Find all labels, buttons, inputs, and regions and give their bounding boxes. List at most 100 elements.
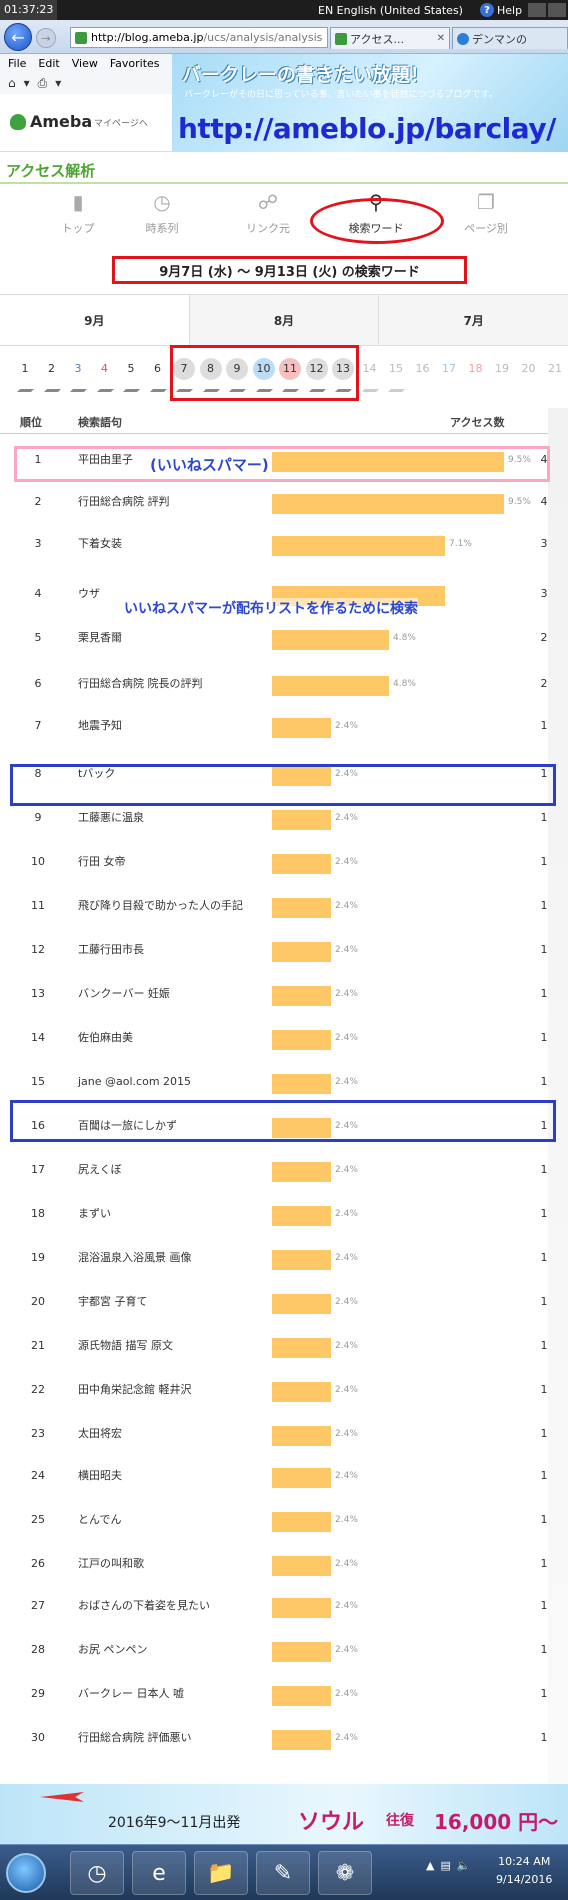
- day-10[interactable]: 10: [252, 358, 275, 380]
- table-row[interactable]: 19 混浴温泉入浴風景 画像 2.4% 1: [0, 1244, 568, 1284]
- window-controls[interactable]: [528, 3, 566, 17]
- keyword-cell[interactable]: 飛び降り目殺で助かった人の手記: [78, 899, 243, 912]
- keyword-cell[interactable]: 平田由里子: [78, 453, 133, 466]
- table-row[interactable]: 6 行田総合病院 院長の評判 4.8% 2: [0, 670, 568, 710]
- edit-pencil-icon[interactable]: [149, 386, 170, 392]
- nav-pages[interactable]: ❐ ページ別: [446, 190, 526, 236]
- home-icon[interactable]: ⌂: [8, 76, 16, 90]
- keyword-cell[interactable]: ウザ: [78, 587, 100, 600]
- browser-tab-denman[interactable]: デンマンの: [452, 27, 568, 49]
- edit-pencil-icon[interactable]: [388, 386, 408, 392]
- edit-pencil-icon[interactable]: [123, 386, 143, 392]
- table-row[interactable]: 15 jane @aol.com 2015 2.4% 1: [0, 1068, 568, 1108]
- table-row[interactable]: 3 下着女装 7.1% 3: [0, 530, 568, 570]
- day-3[interactable]: 3: [74, 362, 82, 375]
- keyword-cell[interactable]: 栗見香爾: [78, 631, 122, 644]
- day-11[interactable]: 11: [279, 358, 301, 380]
- table-row[interactable]: 13 バンクーバー 妊娠 2.4% 1: [0, 980, 568, 1020]
- keyword-cell[interactable]: 尻えくぼ: [78, 1163, 122, 1176]
- menu-edit[interactable]: Edit: [38, 56, 60, 70]
- table-row[interactable]: 24 横田昭夫 2.4% 1: [0, 1462, 568, 1502]
- dropdown-icon[interactable]: ▾: [55, 76, 62, 90]
- table-row[interactable]: 5 栗見香爾 4.8% 2: [0, 624, 568, 664]
- table-row[interactable]: 14 佐伯麻由美 2.4% 1: [0, 1024, 568, 1064]
- edit-pencil-icon[interactable]: [43, 386, 64, 392]
- table-row[interactable]: 27 おばさんの下着姿を見たい 2.4% 1: [0, 1592, 568, 1632]
- table-row[interactable]: 17 尻えくぼ 2.4% 1: [0, 1156, 568, 1196]
- table-row[interactable]: 7 地震予知 2.4% 1: [0, 712, 568, 752]
- keyword-cell[interactable]: 江戸の叫和歌: [78, 1557, 144, 1570]
- edit-pencil-icon[interactable]: [17, 386, 37, 392]
- keyword-cell[interactable]: 工藤悪に温泉: [78, 811, 144, 824]
- system-tray[interactable]: ▲ ▤ 🔈: [426, 1859, 471, 1872]
- file-explorer-icon[interactable]: 📁: [194, 1851, 248, 1895]
- day-4[interactable]: 4: [101, 362, 108, 375]
- day-1[interactable]: 1: [21, 362, 29, 375]
- scrollbar-track[interactable]: [548, 408, 568, 1808]
- day-2[interactable]: 2: [48, 362, 55, 375]
- menu-file[interactable]: File: [8, 56, 27, 70]
- ameba-logo[interactable]: Ameba: [10, 112, 92, 131]
- day-8[interactable]: 8: [199, 358, 222, 380]
- keyword-cell[interactable]: バンクーバー 妊娠: [78, 987, 170, 1000]
- keyword-cell[interactable]: 地震予知: [78, 719, 122, 732]
- table-row[interactable]: 20 宇都宮 子育て 2.4% 1: [0, 1288, 568, 1328]
- table-row[interactable]: 25 とんでん 2.4% 1: [0, 1506, 568, 1546]
- language-indicator[interactable]: EN English (United States): [318, 3, 463, 17]
- day-5[interactable]: 5: [127, 362, 135, 375]
- keyword-cell[interactable]: おばさんの下着姿を見たい: [78, 1599, 210, 1612]
- nav-referrers[interactable]: ☍ リンク元: [228, 190, 308, 236]
- mypage-link[interactable]: マイページへ: [94, 119, 148, 129]
- keyword-cell[interactable]: tバック: [78, 767, 116, 780]
- edit-pencil-icon[interactable]: [70, 386, 90, 392]
- browser-tab-analysis[interactable]: アクセス... ✕: [330, 27, 450, 49]
- table-row[interactable]: 11 飛び降り目殺で助かった人の手記 2.4% 1: [0, 892, 568, 932]
- minimize-button[interactable]: [528, 3, 546, 17]
- edit-pencil-icon[interactable]: [361, 386, 382, 392]
- table-row[interactable]: 18 まずい 2.4% 1: [0, 1200, 568, 1240]
- day-6[interactable]: 6: [154, 362, 161, 375]
- keyword-cell[interactable]: 横田昭夫: [78, 1469, 122, 1482]
- keyword-cell[interactable]: 下着女装: [78, 537, 122, 550]
- forward-button[interactable]: →: [36, 28, 56, 48]
- help-button[interactable]: ? Help: [480, 3, 522, 17]
- table-row[interactable]: 2 行田総合病院 評判 9.5% 4: [0, 488, 568, 528]
- notepad-icon[interactable]: ✎: [256, 1851, 310, 1895]
- keyword-cell[interactable]: バークレー 日本人 嘘: [78, 1687, 184, 1700]
- taskbar-clock[interactable]: 10:24 AM 9/14/2016: [496, 1853, 552, 1889]
- close-tab-icon[interactable]: ✕: [436, 33, 445, 44]
- table-row[interactable]: 30 行田総合病院 評価悪い 2.4% 1: [0, 1724, 568, 1764]
- menu-view[interactable]: View: [71, 56, 98, 70]
- keyword-cell[interactable]: 佐伯麻由美: [78, 1031, 133, 1044]
- address-bar[interactable]: http://blog.ameba.jp/ucs/analysis/analys…: [70, 27, 328, 48]
- nav-top[interactable]: ▮ トップ: [38, 190, 118, 236]
- keyword-cell[interactable]: 太田将宏: [78, 1427, 122, 1440]
- volume-icon[interactable]: 🔈: [456, 1859, 471, 1872]
- network-icon[interactable]: ▤: [440, 1859, 451, 1872]
- tab-september[interactable]: 9月: [0, 295, 189, 345]
- keyword-cell[interactable]: とんでん: [78, 1513, 122, 1526]
- table-row[interactable]: 28 お尻 ペンペン 2.4% 1: [0, 1636, 568, 1676]
- table-row[interactable]: 8 tバック 2.4% 1: [0, 760, 568, 800]
- tab-august[interactable]: 8月: [188, 295, 379, 345]
- print-icon[interactable]: ⎙: [37, 75, 48, 90]
- menu-favorites[interactable]: Favorites: [109, 56, 160, 70]
- nav-timeline[interactable]: ◷ 時系列: [122, 190, 202, 236]
- close-button[interactable]: [548, 3, 566, 17]
- keyword-cell[interactable]: まずい: [78, 1207, 111, 1220]
- tab-july[interactable]: 7月: [378, 295, 568, 345]
- keyword-cell[interactable]: 行田総合病院 評価悪い: [78, 1731, 192, 1744]
- keyword-cell[interactable]: 行田総合病院 院長の評判: [78, 677, 203, 690]
- keyword-cell[interactable]: お尻 ペンペン: [78, 1643, 148, 1656]
- table-row[interactable]: 12 工藤行田市長 2.4% 1: [0, 936, 568, 976]
- day-9[interactable]: 9: [226, 358, 248, 380]
- table-row[interactable]: 9 工藤悪に温泉 2.4% 1: [0, 804, 568, 844]
- day-7[interactable]: 7: [173, 358, 195, 380]
- start-button[interactable]: [6, 1853, 46, 1893]
- keyword-cell[interactable]: 工藤行田市長: [78, 943, 144, 956]
- keyword-cell[interactable]: 混浴温泉入浴風景 画像: [78, 1251, 192, 1264]
- table-row[interactable]: 10 行田 女帝 2.4% 1: [0, 848, 568, 888]
- keyword-cell[interactable]: 行田 女帝: [78, 855, 126, 868]
- tray-chevron-icon[interactable]: ▲: [426, 1859, 435, 1872]
- table-row[interactable]: 29 バークレー 日本人 嘘 2.4% 1: [0, 1680, 568, 1720]
